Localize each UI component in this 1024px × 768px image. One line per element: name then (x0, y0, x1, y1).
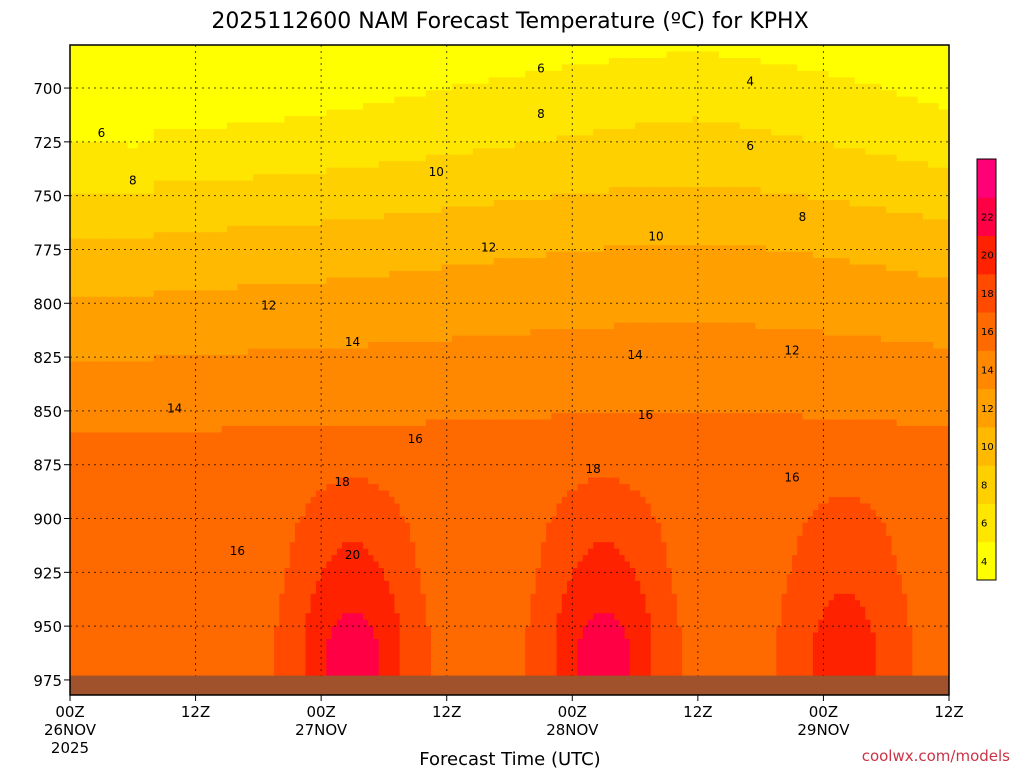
colorbar-label: 6 (981, 519, 987, 530)
contour-label: 10 (648, 230, 663, 244)
contour-label: 6 (746, 139, 754, 153)
colorbar-segment (977, 235, 996, 275)
x-tick-label: 00Z (809, 703, 838, 721)
x-tick-label: 29NOV (797, 721, 850, 739)
x-axis-label: Forecast Time (UTC) (419, 749, 600, 768)
y-tick-label: 700 (33, 80, 62, 98)
contour-label: 14 (345, 335, 360, 349)
credit-text[interactable]: coolwx.com/models (862, 747, 1010, 765)
y-tick-label: 825 (33, 349, 62, 367)
colorbar-segment (977, 541, 996, 581)
y-tick-label: 750 (33, 188, 62, 206)
contour-label: 16 (638, 408, 653, 422)
ground-surface (70, 675, 949, 695)
colorbar-segment (977, 426, 996, 466)
contour-label: 20 (345, 548, 360, 562)
y-tick-label: 775 (33, 241, 62, 259)
colorbar-label: 20 (981, 251, 994, 262)
colorbar-label: 22 (981, 212, 994, 223)
colorbar-label: 8 (981, 480, 987, 491)
contour-labels: 6 4 8 6 6 10 8 8 10 12 12 14 12 14 14 16 16 18 18 16 16 20 (98, 62, 807, 562)
y-tick-label: 925 (33, 564, 62, 582)
y-axis: 700 725 750 775 800 825 850 875 900 925 950 975 (33, 80, 70, 690)
contour-label: 16 (230, 544, 245, 558)
plot-frame (69, 44, 950, 696)
x-tick-label: 27NOV (295, 721, 348, 739)
colorbar-segment (977, 350, 996, 390)
x-tick-label: 00Z (558, 703, 587, 721)
colorbar-segment (977, 312, 996, 351)
contour-label: 8 (537, 107, 545, 121)
colorbar-label: 10 (981, 442, 994, 453)
y-tick-label: 800 (33, 295, 62, 313)
y-tick-label: 900 (33, 511, 62, 529)
contour-label: 6 (98, 126, 106, 140)
y-tick-label: 975 (33, 672, 62, 690)
colorbar: 4 6 8 10 12 14 16 18 20 22 (976, 158, 997, 581)
contour-label: 14 (167, 402, 182, 416)
contour-label: 8 (799, 210, 807, 224)
contour-label: 4 (746, 75, 754, 89)
contour-label: 16 (784, 471, 799, 485)
contour-label: 12 (481, 240, 496, 254)
contour-label: 14 (627, 348, 642, 362)
x-tick-label: 26NOV (44, 721, 97, 739)
y-tick-label: 850 (33, 403, 62, 421)
colorbar-segment (977, 159, 996, 198)
y-tick-label: 950 (33, 618, 62, 636)
colorbar-label: 4 (981, 557, 987, 568)
colorbar-label: 16 (981, 327, 994, 338)
colorbar-segment (977, 273, 996, 313)
colorbar-label: 14 (981, 366, 994, 377)
chart-title: 2025112600 NAM Forecast Temperature (ºC)… (211, 9, 808, 34)
contour-label: 12 (784, 344, 799, 358)
x-tick-label: 00Z (306, 703, 335, 721)
y-tick-label: 875 (33, 457, 62, 475)
colorbar-label: 12 (981, 404, 994, 415)
contour-label: 10 (429, 165, 444, 179)
colorbar-segment (977, 465, 996, 504)
contour-label: 6 (537, 62, 545, 76)
contour-label: 16 (408, 432, 423, 446)
x-tick-label: 12Z (181, 703, 210, 721)
x-tick-label: 12Z (934, 703, 963, 721)
contour-label: 18 (334, 475, 349, 489)
y-tick-label: 725 (33, 134, 62, 152)
contour-label: 8 (129, 174, 137, 188)
contour-label: 18 (586, 462, 601, 476)
x-tick-label: 12Z (683, 703, 712, 721)
colorbar-segment (977, 388, 996, 428)
x-tick-label: 12Z (432, 703, 461, 721)
x-tick-label: 2025 (51, 739, 89, 757)
colorbar-segment (977, 503, 996, 543)
colorbar-label: 18 (981, 289, 994, 300)
x-tick-label: 00Z (55, 703, 84, 721)
colorbar-segment (977, 197, 996, 237)
temperature-field (70, 45, 949, 695)
x-tick-label: 28NOV (546, 721, 599, 739)
contour-label: 12 (261, 298, 276, 312)
